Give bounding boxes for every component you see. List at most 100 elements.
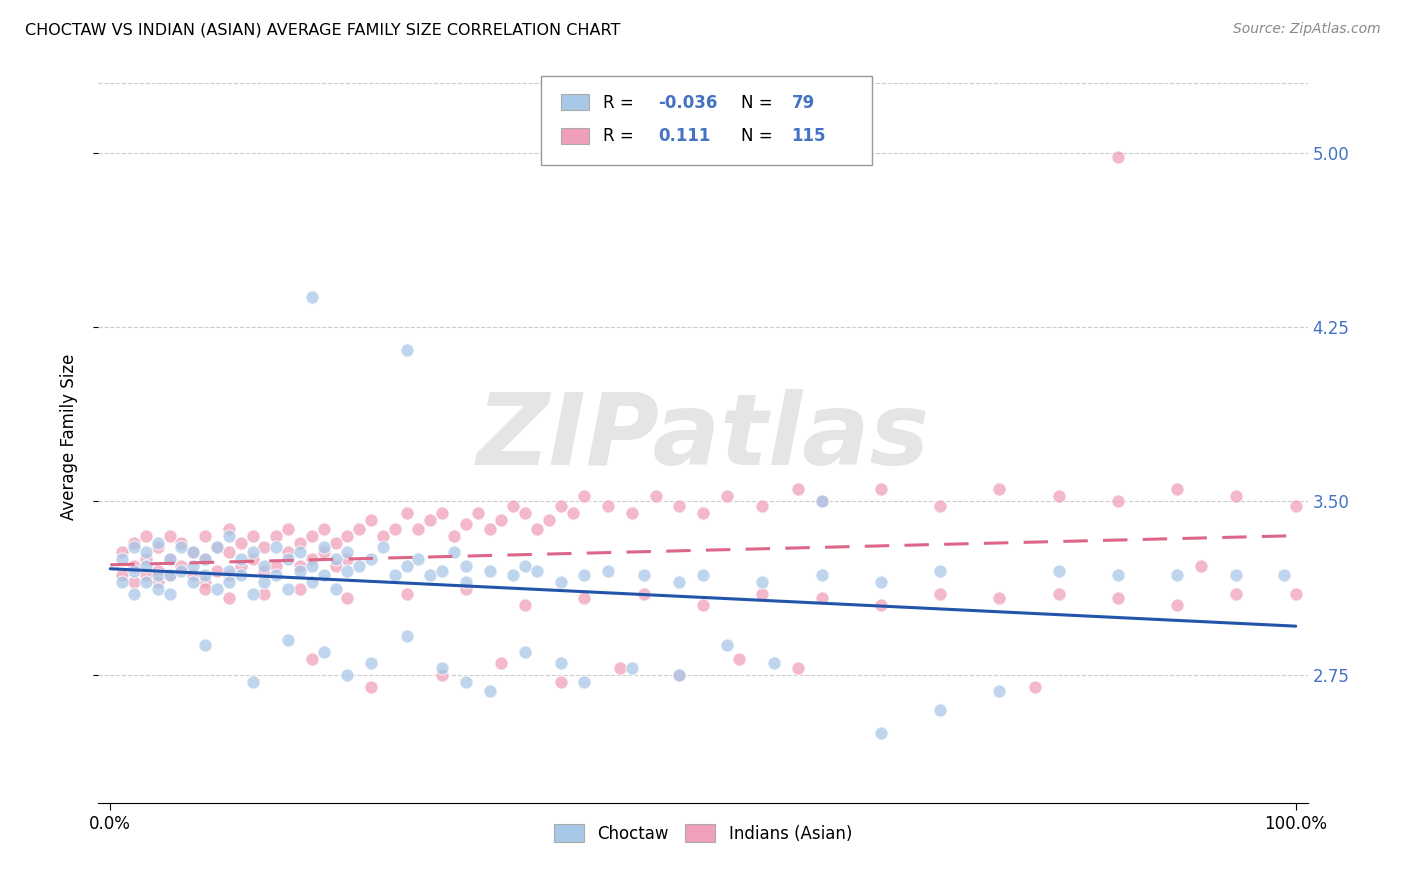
Point — [135, 575, 157, 590]
Text: -0.036: -0.036 — [658, 94, 717, 112]
Point — [170, 541, 193, 555]
Point — [170, 564, 193, 578]
Point — [574, 591, 596, 606]
Point — [668, 499, 690, 513]
Point — [122, 535, 145, 549]
Point — [515, 599, 537, 613]
Point — [371, 529, 394, 543]
Text: N =: N = — [741, 94, 772, 112]
Point — [242, 675, 264, 690]
Point — [135, 545, 157, 559]
Point — [277, 552, 299, 566]
Point — [668, 668, 690, 682]
Point — [194, 582, 217, 597]
Point — [988, 684, 1011, 698]
Point — [170, 558, 193, 573]
Point — [181, 575, 204, 590]
Point — [122, 587, 145, 601]
Point — [253, 564, 276, 578]
Point — [786, 661, 808, 675]
Point — [478, 564, 501, 578]
Point — [1107, 591, 1129, 606]
Point — [205, 582, 228, 597]
Point — [537, 512, 560, 526]
Point — [988, 483, 1011, 497]
Point — [242, 552, 264, 566]
Point — [716, 638, 738, 652]
Point — [810, 494, 832, 508]
Point — [122, 575, 145, 590]
Point — [288, 564, 311, 578]
Point — [550, 575, 572, 590]
Point — [218, 529, 240, 543]
Point — [491, 657, 513, 671]
Point — [1189, 558, 1212, 573]
Point — [288, 558, 311, 573]
Point — [135, 552, 157, 566]
Point — [633, 587, 655, 601]
Point — [598, 499, 620, 513]
Point — [312, 645, 335, 659]
Point — [336, 545, 359, 559]
Point — [1107, 494, 1129, 508]
Point — [146, 568, 169, 582]
Point — [218, 522, 240, 536]
Y-axis label: Average Family Size: Average Family Size — [59, 354, 77, 520]
Point — [550, 499, 572, 513]
Point — [218, 575, 240, 590]
Point — [277, 545, 299, 559]
Point — [929, 587, 952, 601]
Point — [751, 499, 773, 513]
Point — [574, 675, 596, 690]
Point — [1225, 587, 1247, 601]
Point — [478, 522, 501, 536]
Point — [325, 535, 347, 549]
Point — [360, 680, 382, 694]
Point — [325, 552, 347, 566]
Point — [395, 587, 418, 601]
Point — [181, 568, 204, 582]
Point — [159, 568, 181, 582]
Point — [1166, 483, 1188, 497]
Text: Source: ZipAtlas.com: Source: ZipAtlas.com — [1233, 22, 1381, 37]
Point — [443, 545, 465, 559]
Point — [454, 675, 477, 690]
Point — [194, 529, 217, 543]
Point — [146, 535, 169, 549]
Point — [170, 535, 193, 549]
Point — [620, 661, 643, 675]
Point — [301, 558, 323, 573]
Point — [692, 568, 714, 582]
Point — [194, 568, 217, 582]
Point — [312, 568, 335, 582]
Point — [467, 506, 489, 520]
Point — [111, 568, 134, 582]
Point — [1107, 150, 1129, 164]
Point — [810, 591, 832, 606]
Point — [1024, 680, 1046, 694]
Point — [810, 568, 832, 582]
Text: 0.111: 0.111 — [658, 128, 710, 145]
Point — [668, 575, 690, 590]
Point — [159, 587, 181, 601]
Point — [502, 568, 524, 582]
Text: CHOCTAW VS INDIAN (ASIAN) AVERAGE FAMILY SIZE CORRELATION CHART: CHOCTAW VS INDIAN (ASIAN) AVERAGE FAMILY… — [25, 22, 620, 37]
Point — [395, 558, 418, 573]
Point — [146, 582, 169, 597]
Point — [325, 582, 347, 597]
Point — [111, 545, 134, 559]
Point — [347, 558, 370, 573]
Point — [751, 575, 773, 590]
Point — [229, 535, 252, 549]
Point — [135, 558, 157, 573]
Text: R =: R = — [603, 128, 634, 145]
Point — [550, 675, 572, 690]
Point — [159, 529, 181, 543]
Point — [146, 541, 169, 555]
Point — [491, 512, 513, 526]
Point — [668, 668, 690, 682]
Point — [1285, 499, 1308, 513]
Point — [574, 489, 596, 503]
Point — [478, 684, 501, 698]
Point — [205, 541, 228, 555]
